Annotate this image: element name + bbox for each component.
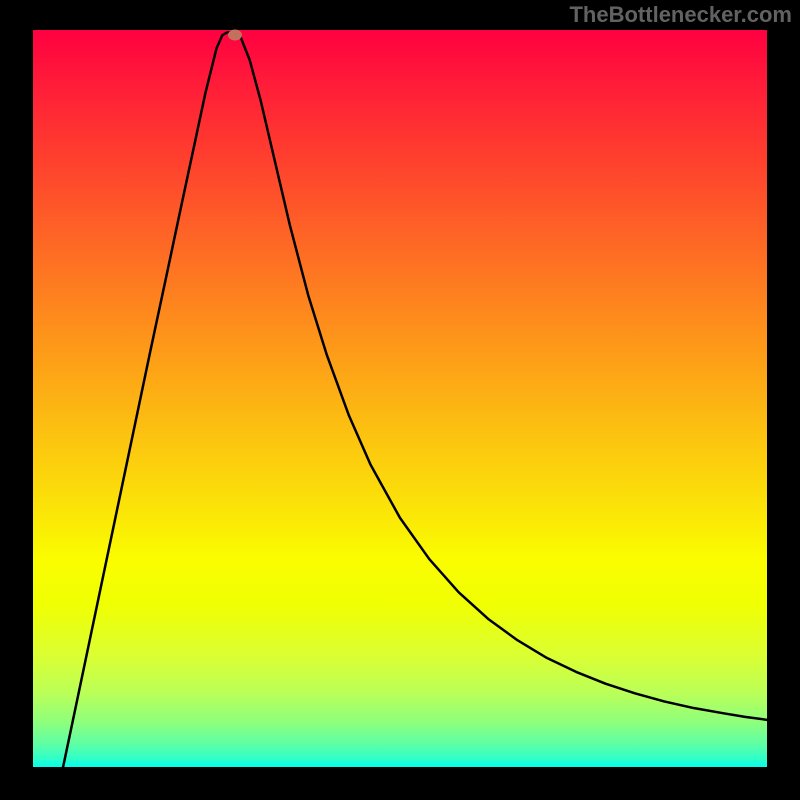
chart-container: TheBottlenecker.com [0,0,800,800]
watermark-label: TheBottlenecker.com [569,2,792,28]
curve-layer [33,30,767,767]
plot-area [33,30,767,767]
bottleneck-curve [63,32,767,767]
optimal-point-marker [228,30,242,41]
